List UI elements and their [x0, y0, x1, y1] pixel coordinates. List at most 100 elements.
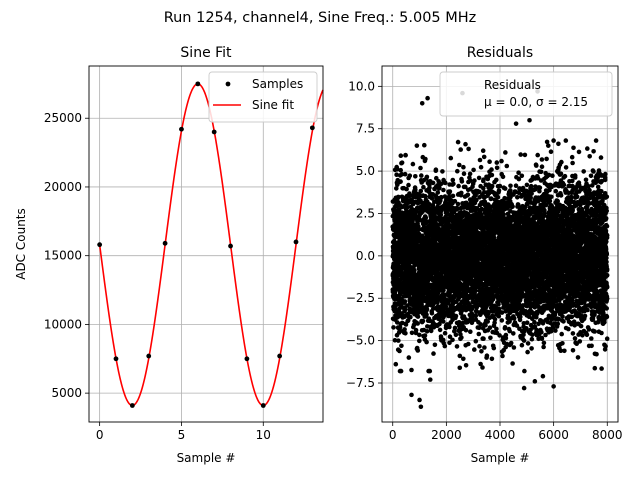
residual-point — [511, 316, 517, 321]
legend-sine-fit-label: Sine fit — [252, 98, 294, 112]
residual-point — [421, 184, 426, 190]
residual-point — [468, 329, 473, 335]
residual-point — [403, 322, 409, 327]
residual-point — [419, 173, 424, 178]
sample-point — [211, 129, 217, 135]
x-tick-label: 10 — [256, 428, 271, 442]
residual-point — [478, 322, 484, 327]
residuals-title: Residuals — [467, 45, 533, 61]
y-tick-label: 20000 — [44, 180, 82, 194]
residual-point — [463, 363, 469, 368]
residual-point — [453, 313, 459, 319]
residual-point — [399, 205, 404, 210]
residual-point — [404, 186, 409, 192]
residual-point — [521, 338, 527, 343]
residual-point — [427, 368, 433, 374]
residual-point — [518, 314, 523, 320]
y-tick-label: 10000 — [44, 317, 82, 331]
residual-point — [459, 335, 464, 340]
residual-point — [519, 173, 525, 179]
residual-point — [472, 347, 477, 352]
residual-point — [481, 154, 487, 160]
residual-point — [425, 324, 430, 329]
sample-point — [244, 356, 250, 362]
residual-point — [435, 190, 441, 195]
residual-point — [417, 338, 422, 344]
residual-point — [422, 142, 427, 148]
residual-point — [427, 185, 432, 191]
residual-point — [518, 152, 523, 157]
x-tick-label: 5 — [178, 428, 186, 442]
residual-point — [489, 356, 495, 362]
sample-point — [113, 356, 119, 362]
residuals-points — [390, 89, 610, 410]
residual-point — [450, 337, 455, 343]
residual-point — [522, 368, 527, 374]
residual-point — [447, 189, 453, 194]
residual-point — [408, 314, 413, 320]
residual-point — [511, 345, 517, 350]
residual-point — [480, 148, 486, 153]
residual-point — [392, 338, 398, 343]
residual-point — [458, 147, 464, 152]
sample-point — [195, 81, 201, 87]
residual-point — [511, 331, 516, 336]
residual-point — [488, 335, 493, 341]
residual-point — [450, 193, 456, 199]
residual-point — [463, 327, 469, 333]
residual-point — [413, 327, 419, 333]
sine-fit-legend-box — [208, 71, 318, 123]
residual-point — [499, 318, 505, 323]
residual-point — [489, 172, 495, 178]
residual-point — [502, 186, 508, 191]
residual-point — [429, 311, 435, 316]
residual-point — [456, 183, 461, 189]
residual-point — [455, 168, 460, 174]
residual-point — [455, 201, 461, 207]
sine-fit-legend: Samples Sine fit — [208, 71, 318, 123]
residual-point — [461, 164, 466, 170]
residual-point — [397, 325, 403, 330]
residual-point — [466, 146, 471, 152]
residual-point — [424, 174, 430, 180]
residual-point — [450, 177, 456, 183]
residual-point — [480, 365, 485, 370]
residual-point — [491, 345, 497, 351]
residual-point — [397, 348, 402, 354]
residual-point — [440, 169, 445, 174]
residual-point — [418, 165, 423, 171]
residual-point — [447, 324, 452, 330]
residual-point — [489, 167, 494, 172]
residual-point — [465, 192, 471, 197]
residual-point — [417, 332, 422, 338]
sine-fit-title: Sine Fit — [180, 45, 232, 61]
residual-point — [472, 178, 477, 183]
residual-point — [476, 175, 482, 181]
residual-point — [473, 338, 479, 344]
sine-fit-xlabel: Sample # — [177, 451, 236, 465]
residual-point — [454, 344, 460, 349]
x-tick-label: 0 — [96, 428, 104, 442]
residual-point — [479, 349, 484, 354]
residual-point — [409, 367, 414, 373]
residual-point — [437, 327, 443, 333]
residual-point — [501, 212, 506, 217]
residual-point — [412, 268, 417, 273]
residual-point — [398, 368, 404, 374]
residual-point — [394, 204, 400, 209]
residual-point — [423, 193, 428, 199]
residual-point — [494, 177, 499, 183]
residual-point — [482, 345, 487, 350]
residual-point — [494, 326, 499, 332]
residual-point — [407, 173, 413, 178]
sine-fit-axes-frame — [88, 65, 324, 423]
residual-point — [457, 162, 462, 168]
residual-point — [393, 361, 399, 367]
residual-point — [403, 307, 408, 313]
residual-point — [453, 332, 459, 338]
residual-point — [443, 180, 448, 186]
residual-point — [495, 195, 501, 200]
residual-point — [510, 204, 515, 209]
sample-point — [146, 353, 152, 359]
